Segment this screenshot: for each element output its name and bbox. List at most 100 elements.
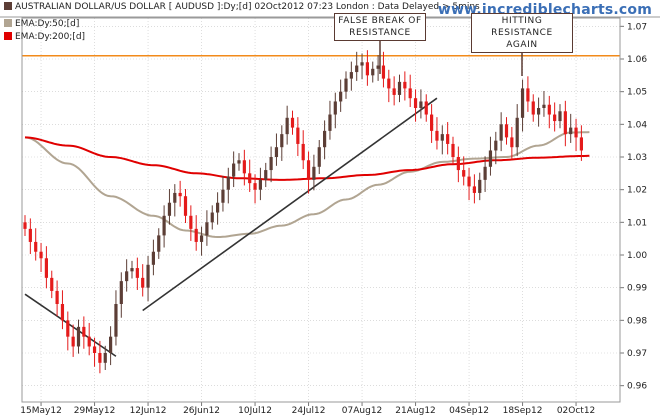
candle-body bbox=[494, 140, 498, 151]
candle-body bbox=[103, 353, 107, 363]
plot-frame bbox=[21, 17, 621, 403]
candle-body bbox=[317, 147, 321, 167]
candle-body bbox=[462, 170, 466, 177]
candle-body bbox=[542, 104, 546, 108]
candle-body bbox=[162, 215, 166, 236]
legend-label-ema200: EMA:Dy:200;[d] bbox=[15, 32, 86, 42]
candle-body bbox=[531, 101, 535, 115]
candle-body bbox=[355, 65, 359, 73]
candle-body bbox=[483, 166, 487, 180]
candle-body bbox=[430, 114, 434, 131]
candle-body bbox=[323, 130, 327, 148]
candle-body bbox=[360, 62, 364, 66]
candle-body bbox=[312, 166, 316, 180]
y-tick-label: 1.01 bbox=[627, 218, 647, 228]
legend-ema200: EMA:Dy:200;[d] bbox=[4, 32, 85, 42]
candle-body bbox=[553, 114, 557, 122]
candle-body bbox=[408, 88, 412, 99]
legend-swatch-ema50 bbox=[4, 19, 12, 27]
candle-body bbox=[178, 192, 182, 197]
candle-body bbox=[296, 127, 300, 144]
candle-body bbox=[547, 104, 551, 115]
candle-body bbox=[205, 222, 209, 236]
callout-hitting-resistance: HITTING RESISTANCE AGAIN bbox=[471, 13, 573, 53]
callout-hitting-line2: RESISTANCE AGAIN bbox=[491, 28, 553, 50]
candle-body bbox=[515, 117, 519, 148]
candle-body bbox=[440, 134, 444, 141]
candle-body bbox=[119, 281, 123, 304]
candle-body bbox=[371, 68, 375, 76]
candle-body bbox=[451, 143, 455, 157]
trend-line bbox=[24, 293, 117, 357]
candle-body bbox=[403, 81, 407, 89]
chart-grid bbox=[22, 18, 620, 402]
candle-body bbox=[285, 117, 289, 135]
y-tick-label: 0.96 bbox=[627, 382, 647, 392]
legend-label-ema50: EMA:Dy:50;[d] bbox=[15, 19, 80, 29]
candle-body bbox=[574, 127, 578, 138]
candle-body bbox=[23, 222, 27, 229]
candle-body bbox=[71, 336, 75, 347]
candle-body bbox=[39, 251, 43, 259]
candle-body bbox=[446, 134, 450, 144]
candle-body bbox=[280, 134, 284, 148]
candle-body bbox=[419, 101, 423, 108]
candle-body bbox=[76, 326, 81, 347]
ema-line bbox=[24, 131, 590, 238]
legend-swatch-ema200 bbox=[4, 32, 12, 40]
candle-body bbox=[306, 160, 311, 180]
candle-body bbox=[472, 186, 476, 193]
callout-false-break-line2: RESISTANCE bbox=[349, 28, 411, 38]
y-tick-label: 1.05 bbox=[627, 88, 647, 98]
candle-body bbox=[435, 130, 439, 141]
x-tick-label: 02Oct12 bbox=[557, 406, 595, 416]
candle-body bbox=[114, 304, 118, 337]
candle-body bbox=[232, 163, 236, 177]
candle-body bbox=[365, 62, 369, 76]
chart-title: AUSTRALIAN DOLLAR/US DOLLAR [ AUDUSD ]:D… bbox=[15, 2, 480, 12]
y-tick-label: 1.03 bbox=[627, 153, 647, 163]
candle-body bbox=[569, 127, 573, 135]
candle-body bbox=[397, 81, 402, 95]
candle-body bbox=[387, 78, 391, 89]
candle-body bbox=[109, 336, 113, 353]
candle-body bbox=[226, 176, 230, 190]
candle-body bbox=[44, 258, 48, 278]
x-tick-label: 10Jul12 bbox=[238, 406, 272, 416]
candle-body bbox=[221, 189, 225, 203]
candle-body bbox=[488, 150, 493, 167]
candle-body bbox=[66, 320, 70, 337]
candle-body bbox=[344, 78, 348, 92]
candle-body bbox=[216, 202, 220, 213]
candle-body bbox=[157, 235, 161, 252]
candle-body bbox=[258, 179, 262, 190]
candle-body bbox=[242, 160, 246, 174]
y-tick-label: 1.04 bbox=[627, 120, 647, 130]
candle-body bbox=[579, 137, 583, 151]
trend-line bbox=[142, 97, 438, 312]
y-tick-label: 0.99 bbox=[627, 284, 647, 294]
candle-body bbox=[392, 88, 396, 95]
candle-body bbox=[537, 108, 541, 115]
x-tick-label: 26Jun12 bbox=[183, 406, 220, 416]
candle-body bbox=[60, 304, 65, 321]
candle-body bbox=[189, 215, 193, 229]
y-tick-label: 1.00 bbox=[627, 251, 647, 261]
candle-body bbox=[499, 124, 503, 141]
candle-body bbox=[199, 235, 204, 242]
candle-body bbox=[237, 160, 241, 164]
x-axis: 15May12 29May12 12Jun12 26Jun12 10Jul12 24Jul… bbox=[20, 402, 595, 416]
candle-body bbox=[526, 88, 530, 102]
candle-body bbox=[28, 228, 32, 242]
candle-body bbox=[301, 143, 305, 161]
candle-body bbox=[456, 157, 460, 171]
x-tick-label: 18Sep12 bbox=[503, 406, 543, 416]
x-tick-label: 04Sep12 bbox=[449, 406, 489, 416]
ema-lines bbox=[24, 131, 590, 238]
candle-body bbox=[264, 170, 268, 180]
candle-body bbox=[328, 114, 332, 131]
candle-body bbox=[478, 179, 482, 193]
candle-body bbox=[92, 346, 97, 353]
candle-body bbox=[376, 65, 380, 69]
candle-body bbox=[504, 124, 509, 138]
